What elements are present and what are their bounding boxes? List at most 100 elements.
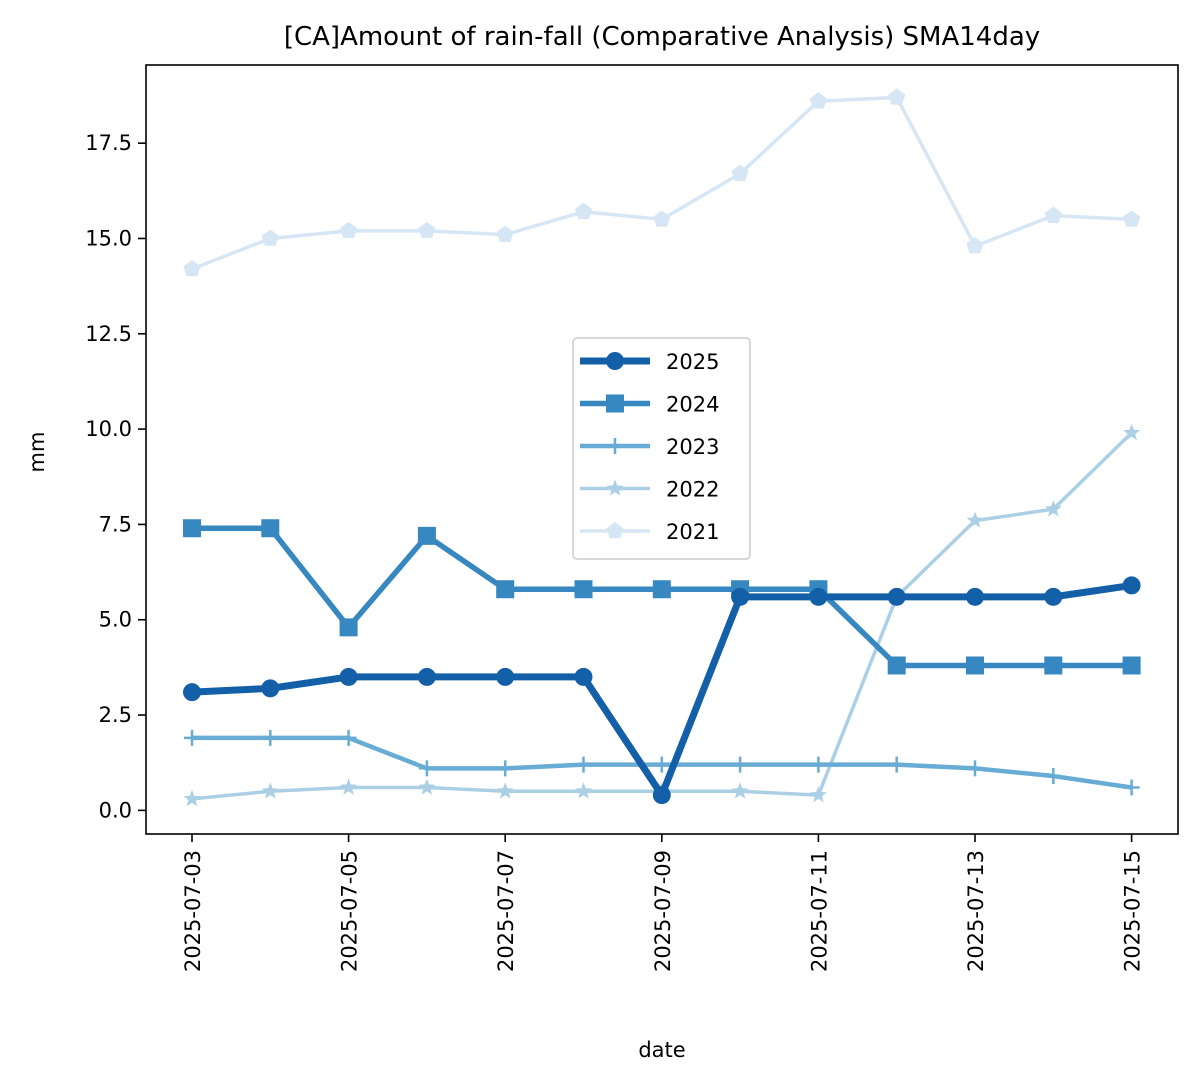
data-point-2021 — [496, 225, 514, 242]
data-point-2021 — [183, 259, 201, 277]
data-point-2023 — [967, 760, 983, 777]
data-point-2025 — [1044, 587, 1063, 606]
data-point-2022 — [731, 782, 749, 799]
legend: 2025 2024 2023 2022 2021 — [572, 337, 751, 560]
data-point-2024 — [887, 656, 906, 675]
data-point-2021 — [731, 164, 749, 181]
data-point-2021 — [418, 221, 436, 239]
data-point-2025 — [652, 786, 671, 805]
data-point-2021 — [653, 210, 671, 227]
data-point-2023 — [340, 729, 357, 746]
y-tick-label: 2.5 — [99, 703, 132, 727]
data-point-2025 — [261, 679, 280, 698]
data-point-2023 — [888, 756, 905, 773]
data-point-2021 — [1123, 210, 1141, 227]
y-tick-label: 12.5 — [85, 322, 132, 346]
x-tick-label: 2025-07-15 — [1121, 850, 1145, 972]
data-point-2024 — [1044, 656, 1063, 675]
data-point-2024 — [261, 519, 280, 538]
series-2023 — [184, 729, 1140, 796]
x-tick-label: 2025-07-03 — [181, 850, 205, 972]
legend-item-2022: 2022 — [580, 478, 719, 502]
data-point-2021 — [1044, 206, 1062, 223]
data-point-2025 — [887, 587, 906, 606]
series-layer — [183, 88, 1141, 807]
legend-label: 2024 — [666, 393, 719, 417]
data-point-2025 — [1122, 576, 1141, 595]
data-point-2023 — [653, 756, 670, 773]
data-point-2024 — [183, 519, 201, 538]
legend-marker — [606, 394, 624, 413]
data-point-2022 — [966, 511, 984, 528]
x-tick-label: 2025-07-11 — [807, 850, 831, 972]
data-point-2021 — [261, 229, 279, 246]
x-axis-label: date — [638, 1038, 685, 1062]
legend-frame — [572, 337, 751, 560]
data-point-2023 — [184, 729, 200, 746]
y-tick-label: 7.5 — [99, 512, 132, 536]
data-point-2024 — [1122, 656, 1141, 675]
data-point-2022 — [261, 782, 279, 799]
legend-marker — [606, 352, 624, 370]
data-point-2023 — [810, 756, 827, 773]
data-point-2021 — [574, 202, 593, 220]
data-point-2022 — [496, 782, 514, 799]
legend-label: 2023 — [666, 435, 719, 459]
x-tick-label: 2025-07-13 — [964, 850, 988, 972]
y-tick-label: 10.0 — [85, 417, 132, 441]
data-point-2023 — [262, 729, 279, 746]
plot-frame — [145, 64, 1179, 835]
data-point-2024 — [574, 580, 593, 599]
data-point-2022 — [1044, 500, 1062, 517]
y-tick-label: 5.0 — [99, 608, 132, 632]
series-2025 — [183, 576, 1141, 805]
data-point-2021 — [888, 88, 906, 105]
y-tick-label: 15.0 — [85, 226, 132, 250]
data-point-2023 — [497, 760, 514, 777]
data-point-2023 — [1123, 779, 1140, 796]
y-tick-label: 0.0 — [99, 798, 132, 822]
legend-item-2021: 2021 — [580, 520, 719, 544]
data-point-2023 — [575, 756, 592, 773]
data-point-2024 — [496, 580, 515, 599]
data-point-2022 — [418, 778, 436, 795]
data-point-2025 — [417, 667, 436, 686]
legend-label: 2022 — [666, 478, 719, 502]
x-tick-label: 2025-07-05 — [338, 850, 362, 972]
legend-marker — [606, 522, 624, 539]
data-point-2025 — [496, 667, 515, 686]
data-point-2022 — [183, 789, 201, 807]
series-2021 — [183, 88, 1141, 277]
data-point-2023 — [418, 760, 435, 777]
legend-item-2025: 2025 — [580, 350, 719, 374]
data-point-2021 — [340, 221, 358, 239]
data-point-2021 — [809, 92, 827, 109]
y-axis-label: mm — [25, 432, 49, 473]
data-point-2022 — [574, 782, 593, 799]
data-point-2023 — [732, 756, 749, 773]
data-point-2024 — [966, 656, 984, 675]
legend-item-2023: 2023 — [580, 435, 719, 459]
legend-marker — [606, 479, 624, 496]
data-point-2025 — [809, 587, 828, 606]
data-point-2025 — [339, 667, 358, 686]
y-tick-label: 17.5 — [85, 131, 132, 155]
legend-marker — [607, 438, 623, 454]
data-point-2022 — [809, 786, 827, 803]
ticks-layer: 0.0 2.5 5.0 7.5 10.0 12.5 15.0 17.5 2025-07-03 20… — [85, 131, 1144, 972]
x-tick-label: 2025-07-07 — [494, 850, 518, 972]
legend-label: 2025 — [666, 350, 719, 374]
data-point-2025 — [731, 587, 750, 606]
data-point-2025 — [966, 587, 984, 606]
data-point-2024 — [417, 526, 436, 545]
data-point-2023 — [1045, 768, 1062, 785]
data-point-2022 — [340, 778, 358, 795]
chart-title: [CA]Amount of rain-fall (Comparative Ana… — [284, 22, 1040, 52]
legend-item-2024: 2024 — [580, 393, 719, 417]
data-point-2022 — [1123, 423, 1141, 441]
data-point-2025 — [574, 667, 593, 686]
legend-label: 2021 — [666, 520, 719, 544]
data-point-2024 — [652, 580, 671, 599]
